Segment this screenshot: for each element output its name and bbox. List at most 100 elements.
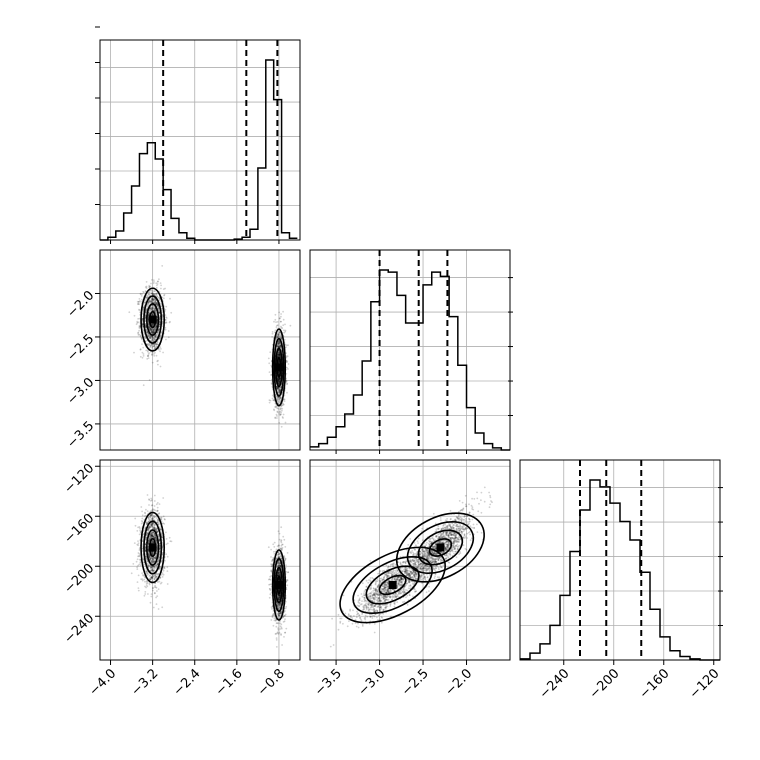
scatter-point <box>279 389 282 392</box>
scatter-point <box>150 551 153 553</box>
scatter-point <box>278 571 281 574</box>
scatter-point <box>152 331 155 334</box>
scatter-point <box>150 533 152 536</box>
scatter-point <box>278 354 281 357</box>
scatter-point <box>154 558 157 561</box>
scatter-point <box>277 354 280 357</box>
scatter-point <box>150 514 153 516</box>
scatter-point <box>285 355 288 358</box>
scatter-point <box>279 410 282 413</box>
scatter-point <box>155 326 157 329</box>
scatter-point <box>147 565 150 568</box>
scatter-point <box>152 328 155 330</box>
scatter-point <box>150 577 153 580</box>
scatter-point <box>154 535 156 538</box>
scatter-point <box>278 351 280 354</box>
scatter-point <box>279 565 281 567</box>
scatter-point <box>278 371 280 374</box>
scatter-point <box>150 523 153 526</box>
scatter-point <box>145 521 148 524</box>
scatter-point <box>280 398 282 400</box>
scatter-point <box>278 378 280 380</box>
scatter-point <box>148 526 151 529</box>
scatter-point <box>152 570 155 572</box>
scatter-point <box>153 298 156 301</box>
scatter-point <box>169 320 171 323</box>
scatter-point <box>278 345 280 348</box>
scatter-point <box>153 505 156 507</box>
scatter-point <box>145 298 148 300</box>
histogram-line <box>310 269 510 451</box>
scatter-point <box>276 344 279 347</box>
scatter-point <box>153 592 156 595</box>
scatter-point <box>152 531 155 534</box>
scatter-point <box>146 358 149 360</box>
scatter-point <box>153 301 156 304</box>
scatter-point <box>152 328 155 331</box>
scatter-point <box>156 564 159 566</box>
scatter-point <box>151 560 154 563</box>
scatter-point <box>147 314 150 316</box>
scatter-point <box>163 297 165 300</box>
scatter-point <box>143 336 146 339</box>
scatter-point <box>152 532 155 535</box>
scatter-point <box>154 351 156 354</box>
scatter-point <box>279 344 281 347</box>
scatter-point <box>157 307 160 310</box>
scatter-point <box>277 345 279 348</box>
scatter-point <box>141 547 144 550</box>
scatter-point <box>277 388 280 391</box>
scatter-point <box>151 330 154 332</box>
scatter-point <box>141 572 144 574</box>
scatter-point <box>150 576 153 579</box>
scatter-point <box>151 575 154 577</box>
scatter-point <box>268 583 270 586</box>
scatter-point <box>154 328 157 331</box>
scatter-point <box>276 387 279 390</box>
scatter-point <box>149 537 152 539</box>
scatter-point <box>146 585 149 588</box>
scatter-point <box>155 354 158 357</box>
scatter-point <box>150 504 153 507</box>
scatter-point <box>148 557 151 560</box>
scatter-point <box>149 519 151 522</box>
scatter-point <box>277 633 280 635</box>
scatter-point <box>281 404 283 407</box>
scatter-point <box>150 306 153 309</box>
scatter-point <box>278 389 281 392</box>
scatter-point <box>142 308 145 310</box>
scatter-point <box>151 576 153 579</box>
scatter-point <box>145 556 148 558</box>
scatter-point <box>278 383 280 386</box>
scatter-point <box>151 569 154 571</box>
scatter-point <box>278 335 281 338</box>
scatter-point <box>157 328 160 331</box>
scatter-point <box>270 548 272 551</box>
scatter-point <box>150 569 152 572</box>
scatter-point <box>146 334 149 337</box>
scatter-point <box>151 297 154 300</box>
scatter-point <box>154 566 157 569</box>
scatter-point <box>155 333 158 336</box>
scatter-point <box>278 343 281 345</box>
scatter-point <box>152 575 155 578</box>
scatter-point <box>286 366 288 369</box>
scatter-point <box>150 534 153 537</box>
scatter-point <box>161 325 164 327</box>
scatter-point <box>278 411 281 414</box>
scatter-point <box>159 365 162 368</box>
scatter-point <box>151 535 154 538</box>
scatter-point <box>138 554 141 557</box>
scatter-point <box>138 303 141 306</box>
scatter-point <box>279 413 282 416</box>
scatter-point <box>279 317 281 320</box>
scatter-point <box>155 538 158 541</box>
scatter-point <box>151 293 154 296</box>
scatter-point <box>276 386 279 389</box>
scatter-point <box>138 317 141 320</box>
scatter-point <box>270 606 273 608</box>
scatter-point <box>138 324 141 327</box>
scatter-point <box>276 387 279 390</box>
scatter-point <box>280 633 282 635</box>
scatter-point <box>153 569 155 572</box>
